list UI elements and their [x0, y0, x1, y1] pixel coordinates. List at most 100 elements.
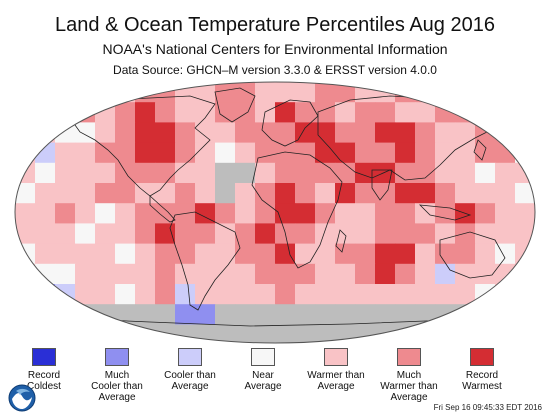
percentile-cell	[255, 162, 276, 184]
percentile-cell	[255, 243, 276, 265]
legend-label: Warmer than	[307, 370, 365, 381]
percentile-cell	[315, 82, 336, 103]
percentile-cell	[275, 162, 296, 184]
percentile-cell	[455, 324, 476, 343]
percentile-cell	[295, 82, 316, 103]
percentile-cell	[75, 102, 96, 123]
percentile-cell	[215, 203, 236, 224]
percentile-cell	[395, 304, 416, 325]
percentile-cell	[35, 142, 56, 164]
percentile-cell	[415, 223, 436, 245]
percentile-cell	[15, 284, 36, 305]
percentile-cell	[235, 82, 256, 103]
legend-swatch	[32, 348, 56, 366]
percentile-cell	[15, 142, 36, 164]
percentile-cell	[355, 284, 376, 305]
percentile-cell	[175, 284, 196, 305]
percentile-cell	[355, 142, 376, 164]
percentile-cell	[55, 284, 76, 305]
percentile-cell	[195, 243, 216, 265]
legend-swatch	[470, 348, 494, 366]
percentile-cell	[415, 82, 436, 103]
percentile-cell	[395, 203, 416, 224]
percentile-cell	[455, 243, 476, 265]
percentile-cell	[315, 304, 336, 325]
percentile-cell	[35, 82, 56, 103]
percentile-cell	[295, 284, 316, 305]
percentile-cell	[475, 203, 496, 224]
percentile-cell	[135, 304, 156, 325]
percentile-cell	[35, 203, 56, 224]
percentile-cell	[415, 162, 436, 184]
percentile-cell	[475, 82, 496, 103]
timestamp: Fri Sep 16 09:45:33 EDT 2016	[433, 403, 542, 412]
legend-label: Record	[27, 370, 61, 381]
percentile-cell	[475, 223, 496, 245]
percentile-cell	[215, 142, 236, 164]
percentile-cell	[235, 243, 256, 265]
legend-item-5: Much Warmer than Average	[369, 348, 449, 403]
percentile-cell	[115, 142, 136, 164]
new-zealand-outline	[504, 281, 517, 299]
percentile-cell	[135, 263, 156, 285]
percentile-cell	[255, 203, 276, 224]
percentile-cell	[15, 183, 36, 204]
percentile-cell	[175, 263, 196, 285]
percentile-cell	[515, 263, 535, 285]
percentile-cell	[215, 183, 236, 204]
percentile-cell	[335, 203, 356, 224]
percentile-cell	[515, 82, 535, 103]
percentile-cell	[495, 304, 516, 325]
percentile-cell	[175, 162, 196, 184]
percentile-cell	[35, 284, 56, 305]
percentile-cell	[495, 223, 516, 245]
percentile-cell	[375, 263, 396, 285]
legend-label: Cooler than	[164, 370, 216, 381]
percentile-cell	[235, 162, 256, 184]
percentile-cell	[315, 284, 336, 305]
percentile-cell	[435, 142, 456, 164]
north-america-outline	[69, 95, 216, 197]
percentile-cell	[235, 324, 256, 343]
percentile-cell	[495, 142, 516, 164]
percentile-cell	[395, 284, 416, 305]
percentile-cell	[395, 223, 416, 245]
percentile-cell	[215, 223, 236, 245]
percentile-cell	[195, 122, 216, 144]
percentile-cell	[355, 203, 376, 224]
percentile-cell	[215, 324, 236, 343]
percentile-cell	[435, 203, 456, 224]
percentile-cell	[155, 243, 176, 265]
legend-swatch	[324, 348, 348, 366]
percentile-cell	[75, 183, 96, 204]
percentile-cell	[195, 223, 216, 245]
percentile-cell	[475, 304, 496, 325]
percentile-cell	[415, 304, 436, 325]
percentile-cell	[335, 183, 356, 204]
percentile-cell	[35, 162, 56, 184]
legend-swatch	[178, 348, 202, 366]
percentile-cell	[515, 183, 535, 204]
percentile-cell	[75, 263, 96, 285]
percentile-cell	[275, 324, 296, 343]
percentile-cell	[75, 304, 96, 325]
percentile-cell	[335, 324, 356, 343]
percentile-cell	[395, 183, 416, 204]
madagascar-outline	[335, 229, 347, 253]
percentile-cell	[435, 243, 456, 265]
percentile-cell	[495, 203, 516, 224]
percentile-cell	[135, 122, 156, 144]
legend-item-4: Warmer than Average	[296, 348, 376, 392]
percentile-cell	[355, 243, 376, 265]
percentile-cell	[135, 82, 156, 103]
percentile-cell	[355, 162, 376, 184]
percentile-cell	[175, 183, 196, 204]
percentile-cell	[35, 183, 56, 204]
percentile-cell	[455, 183, 476, 204]
percentile-cell	[375, 142, 396, 164]
percentile-cell	[315, 243, 336, 265]
globe-border	[14, 81, 536, 344]
percentile-cell	[135, 142, 156, 164]
percentile-cell	[155, 183, 176, 204]
percentile-cell	[95, 183, 116, 204]
